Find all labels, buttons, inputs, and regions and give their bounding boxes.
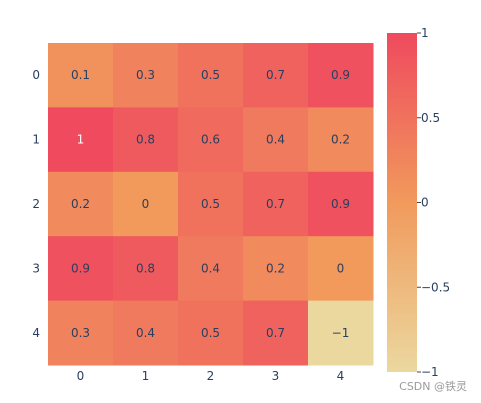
cell-label: 0.8 [136, 133, 155, 147]
heatmap-cell [178, 300, 244, 366]
x-tick-label: 2 [207, 369, 215, 383]
cell-label: 0.5 [201, 68, 220, 82]
cell-label: 0.3 [136, 68, 155, 82]
cell-label: 0.4 [136, 326, 155, 340]
x-tick-label: 0 [77, 369, 85, 383]
heatmap-cell [243, 43, 309, 108]
heatmap-cell [308, 171, 374, 237]
watermark: CSDN @铁灵 [399, 380, 467, 393]
heatmap-cell [178, 43, 244, 108]
y-tick-label: 3 [32, 261, 40, 275]
cell-label: 0.7 [266, 197, 285, 211]
cell-label: 0.4 [266, 133, 285, 147]
heatmap-cell [48, 43, 114, 108]
heatmap-cell [308, 236, 374, 302]
heatmap-cell [113, 300, 179, 366]
cell-label: 0.6 [201, 133, 220, 147]
y-tick-label: 0 [32, 68, 40, 82]
heatmap-cell [178, 171, 244, 237]
colorbar-tick-label: −1 [421, 365, 439, 379]
cell-label: 0.5 [201, 197, 220, 211]
cell-label: 0.2 [71, 197, 90, 211]
cell-label: 0 [337, 261, 345, 275]
heatmap-cell [243, 171, 309, 237]
cell-label: 0 [142, 197, 150, 211]
colorbar [387, 33, 417, 372]
cell-label: 0.1 [71, 68, 90, 82]
cell-label: 0.9 [331, 197, 350, 211]
heatmap-cell [178, 107, 244, 173]
heatmap-cell [243, 236, 309, 302]
cell-label: −1 [332, 326, 350, 340]
heatmap-cell [243, 107, 309, 173]
cell-label: 0.5 [201, 326, 220, 340]
heatmap-cell [48, 171, 114, 237]
heatmap-cell [113, 43, 179, 108]
colorbar-tick-label: 0.5 [421, 111, 440, 125]
cell-label: 0.7 [266, 326, 285, 340]
cell-label: 0.2 [266, 261, 285, 275]
y-tick-label: 1 [32, 133, 40, 147]
heatmap-cell [243, 300, 309, 366]
heatmap-cell [308, 43, 374, 108]
y-tick-label: 4 [32, 326, 40, 340]
heatmap-cell [48, 107, 114, 173]
heatmap-cell [178, 236, 244, 302]
colorbar-tick-label: 1 [421, 26, 429, 40]
x-tick-label: 1 [142, 369, 150, 383]
heatmap-cell [113, 236, 179, 302]
heatmap-cell [48, 300, 114, 366]
heatmap-cell [48, 236, 114, 302]
cell-label: 0.4 [201, 261, 220, 275]
heatmap-cell [308, 300, 374, 366]
heatmap-cell [308, 107, 374, 173]
x-tick-label: 4 [337, 369, 345, 383]
cell-label: 0.7 [266, 68, 285, 82]
cell-label: 1 [77, 133, 85, 147]
cell-label: 0.9 [71, 261, 90, 275]
x-tick-label: 3 [272, 369, 280, 383]
heatmap-cell [113, 107, 179, 173]
cell-label: 0.9 [331, 68, 350, 82]
heatmap-cell [113, 171, 179, 237]
cell-label: 0.8 [136, 261, 155, 275]
cell-label: 0.2 [331, 133, 350, 147]
y-tick-label: 2 [32, 197, 40, 211]
colorbar-tick-label: −0.5 [421, 280, 450, 294]
cell-label: 0.3 [71, 326, 90, 340]
colorbar-tick-label: 0 [421, 196, 429, 210]
